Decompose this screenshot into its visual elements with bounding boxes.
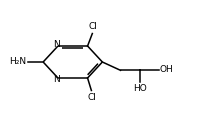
Text: H₂N: H₂N xyxy=(9,58,26,66)
Text: Cl: Cl xyxy=(89,22,98,31)
Text: N: N xyxy=(54,75,60,84)
Text: Cl: Cl xyxy=(88,93,97,102)
Text: OH: OH xyxy=(160,65,173,74)
Text: N: N xyxy=(54,40,60,49)
Text: HO: HO xyxy=(133,84,146,93)
